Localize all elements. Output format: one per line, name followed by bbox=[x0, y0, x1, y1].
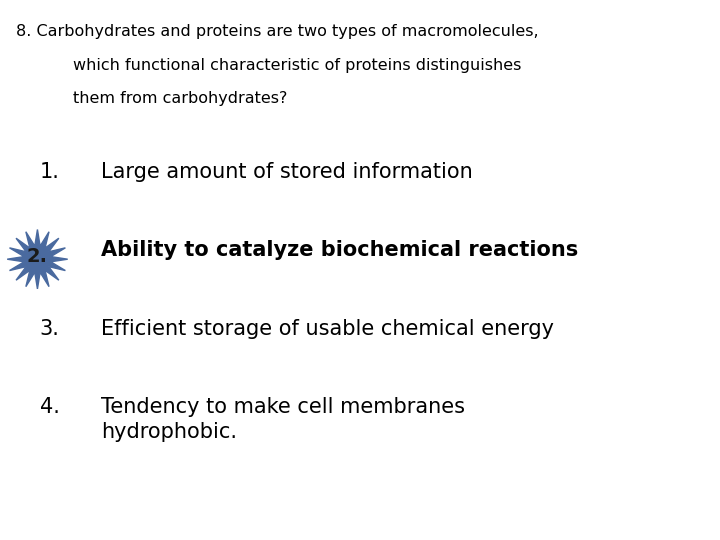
Text: Efficient storage of usable chemical energy: Efficient storage of usable chemical ene… bbox=[101, 319, 554, 339]
Text: 1.: 1. bbox=[40, 162, 60, 182]
Text: 4.: 4. bbox=[40, 397, 60, 417]
Text: Large amount of stored information: Large amount of stored information bbox=[101, 162, 472, 182]
Text: which functional characteristic of proteins distinguishes: which functional characteristic of prote… bbox=[73, 58, 522, 73]
Text: Tendency to make cell membranes
hydrophobic.: Tendency to make cell membranes hydropho… bbox=[101, 397, 465, 442]
Text: 8. Carbohydrates and proteins are two types of macromolecules,: 8. Carbohydrates and proteins are two ty… bbox=[16, 24, 539, 39]
Polygon shape bbox=[7, 230, 68, 289]
Text: 3.: 3. bbox=[40, 319, 60, 339]
Text: 2.: 2. bbox=[27, 247, 48, 266]
Text: Ability to catalyze biochemical reactions: Ability to catalyze biochemical reaction… bbox=[101, 240, 578, 260]
Text: them from carbohydrates?: them from carbohydrates? bbox=[73, 91, 288, 106]
